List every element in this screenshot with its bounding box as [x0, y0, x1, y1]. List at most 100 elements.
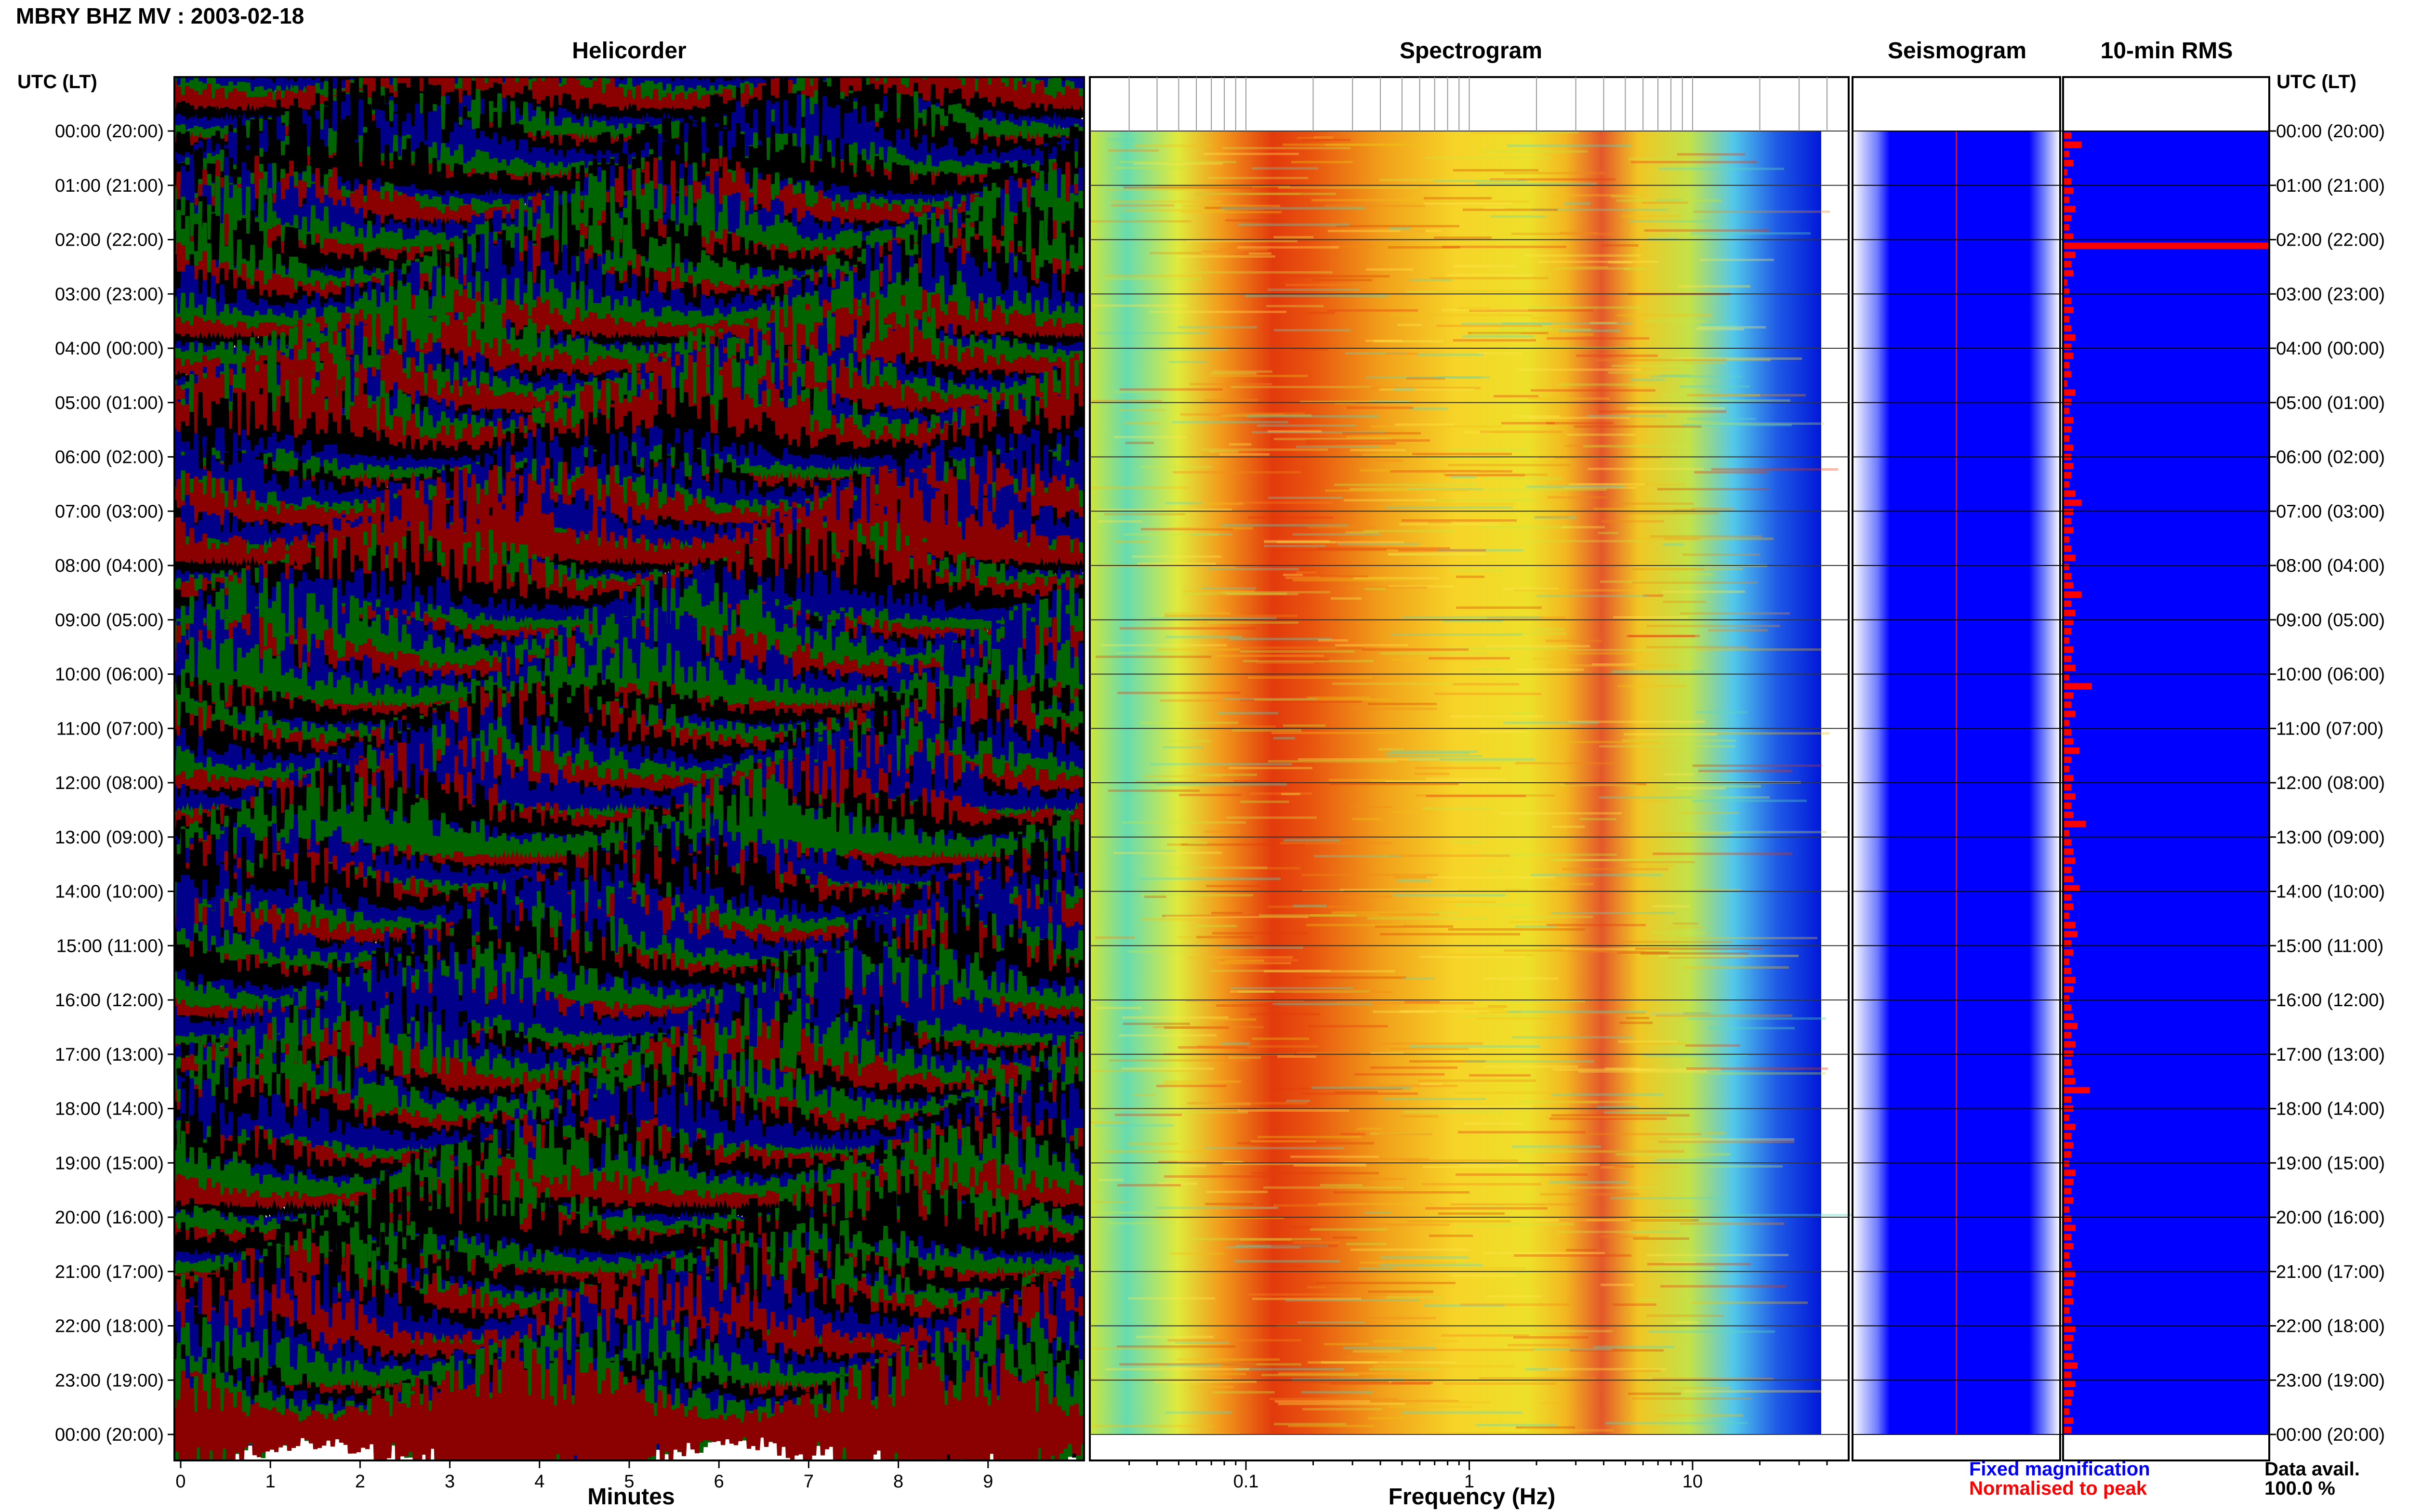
spectrogram-texture [1171, 1252, 1224, 1255]
spectrogram-texture [1443, 1382, 1556, 1385]
rms-bar [2063, 765, 2069, 772]
spectrogram-texture [1390, 470, 1512, 473]
rms-bar [2063, 426, 2072, 433]
spectrogram-texture [1417, 354, 1483, 356]
rms-bar [2063, 618, 2074, 626]
spectrogram-texture [1204, 375, 1308, 377]
spectrogram-texture [1115, 1114, 1182, 1116]
rms-bar [2063, 1179, 2074, 1185]
spectrogram-texture [1366, 376, 1490, 379]
spectrogram-texture [1293, 533, 1381, 536]
y-tick-label-left: 08:00 (04:00) [55, 556, 164, 576]
spectrogram-texture [1320, 1184, 1363, 1186]
spectrogram-texture [1464, 1008, 1505, 1010]
spectrogram-texture [1462, 335, 1534, 338]
spectrogram-texture [1117, 692, 1241, 694]
spectrogram-texture [1511, 233, 1617, 235]
rms-bar [2063, 500, 2082, 506]
spectrogram-texture [1140, 722, 1238, 724]
spectrogram-texture [1483, 1065, 1578, 1068]
spectrogram-texture [1164, 1175, 1276, 1178]
spectrogram-texture [1150, 311, 1286, 313]
spectrogram-texture [1434, 180, 1527, 182]
rms-bar [2063, 968, 2072, 974]
spectrogram-texture [1444, 954, 1535, 956]
spectrogram-texture [1162, 915, 1276, 917]
spectrogram-texture [1274, 438, 1391, 440]
spectrogram-texture [1507, 145, 1631, 147]
spectrogram-texture [1593, 1346, 1674, 1348]
spectrogram-texture [1469, 309, 1593, 312]
spectrogram-texture [1187, 1102, 1307, 1104]
rms-bar [2063, 1390, 2074, 1396]
rms-bar [2063, 251, 2076, 258]
spectrogram-texture [1311, 1087, 1411, 1089]
spectrogram-texture [1213, 1391, 1275, 1394]
spectrogram-texture [1173, 527, 1253, 529]
spectrogram-texture [1451, 1106, 1533, 1108]
spectrogram-texture [1183, 590, 1255, 592]
rms-bar [2063, 1362, 2078, 1369]
spectrogram-texture [1515, 925, 1556, 928]
spectrogram-texture [1360, 469, 1480, 472]
spectrogram-texture [1195, 193, 1300, 195]
spectrogram-texture [1692, 796, 1770, 799]
y-tick-label-right: 00:00 (20:00) [2276, 1425, 2385, 1445]
spectrogram-texture [1178, 1046, 1247, 1049]
spectrogram-texture [1558, 741, 1659, 743]
spectrogram-texture [1227, 1207, 1276, 1209]
spectrogram-texture [1216, 655, 1324, 657]
rms-bar [2063, 1151, 2072, 1158]
spectrogram-texture [1687, 394, 1806, 396]
spectrogram-texture [1615, 1153, 1731, 1156]
spectrogram-texture [1453, 339, 1536, 342]
rms-bar [2063, 1381, 2076, 1387]
rms-bar [2063, 591, 2082, 598]
spectrogram-texture [1122, 1016, 1229, 1019]
spectrogram-texture [1369, 1368, 1438, 1370]
spectrogram-texture [1376, 460, 1403, 462]
rms-bar [2063, 802, 2072, 809]
spectrogram-texture [1186, 999, 1304, 1002]
spectrogram-texture [1549, 1181, 1628, 1183]
spectrogram-texture [1400, 1010, 1490, 1012]
spectrogram-texture [1249, 252, 1271, 255]
spectrogram-texture [1513, 415, 1560, 418]
spectrogram-texture [1210, 1018, 1256, 1021]
spectrogram-texture [1651, 1012, 1722, 1015]
spectrogram-texture [1127, 950, 1185, 953]
spectrogram-texture [1547, 924, 1646, 926]
spectrogram-texture [1335, 644, 1408, 646]
spectrogram-texture [1629, 220, 1712, 223]
rms-bar [2063, 1096, 2072, 1103]
spectrogram-texture [1216, 1004, 1278, 1007]
rms-bar [2063, 1335, 2074, 1341]
spectrogram-texture [1283, 724, 1325, 727]
spectrogram-texture [1588, 468, 1704, 470]
y-tick-label-right: 17:00 (13:00) [2276, 1045, 2385, 1065]
spectrogram-texture [1662, 591, 1745, 593]
spectrogram-texture [1694, 471, 1768, 473]
spectrogram-texture [1349, 806, 1392, 808]
legend-fixed-magnification: Fixed magnification [1969, 1459, 2150, 1480]
spectrogram-texture [1628, 1393, 1681, 1395]
spectrogram-texture [1347, 1356, 1388, 1358]
rms-bar [2063, 334, 2076, 341]
spectrogram-texture [1579, 818, 1616, 820]
spectrogram-texture [1697, 326, 1766, 329]
spectrogram-texture [1378, 748, 1403, 750]
spectrogram-texture [1553, 1068, 1654, 1071]
spectrogram-texture [1441, 1334, 1529, 1337]
spectrogram-texture [1463, 209, 1558, 211]
spectrogram-texture [1365, 340, 1402, 342]
spectrogram-texture [1276, 1381, 1389, 1383]
spectrogram-texture [1442, 309, 1528, 311]
spectrogram-texture [1278, 186, 1417, 189]
rms-bar [2063, 518, 2072, 525]
spectrogram-texture [1229, 443, 1251, 446]
spectrogram-texture [1264, 540, 1330, 542]
spectrogram-texture [1664, 773, 1694, 776]
spectrogram-texture [1248, 676, 1372, 679]
spectrogram-texture [1504, 949, 1607, 952]
spectrogram-texture [1680, 812, 1739, 814]
